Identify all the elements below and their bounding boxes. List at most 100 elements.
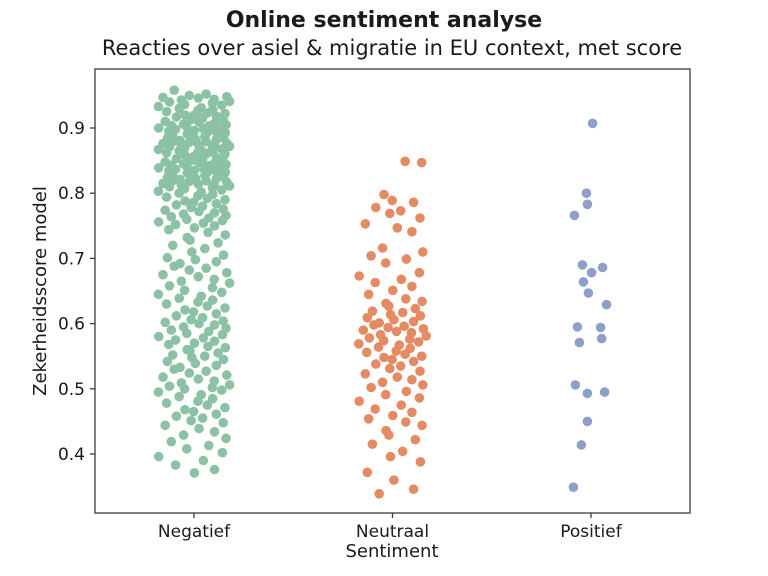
data-point (211, 309, 222, 319)
data-point (186, 114, 196, 125)
data-point (158, 372, 168, 382)
data-point (200, 243, 210, 254)
data-point (224, 181, 235, 191)
data-point (160, 420, 170, 431)
data-point (601, 299, 612, 310)
data-point (400, 349, 410, 360)
data-point (395, 361, 406, 371)
data-point (217, 447, 228, 458)
data-point (385, 363, 395, 374)
data-point (220, 402, 230, 413)
data-point (371, 202, 381, 213)
y-tick-label: 0.6 (58, 315, 85, 335)
data-point (153, 144, 164, 155)
data-point (410, 434, 421, 445)
data-point (414, 393, 425, 403)
data-point (161, 106, 172, 117)
data-point (211, 409, 222, 420)
data-point (170, 460, 181, 470)
series-neutraal (354, 156, 432, 499)
data-point (209, 427, 220, 437)
data-point (397, 307, 408, 318)
data-point (224, 141, 235, 152)
data-point (179, 285, 190, 296)
data-point (362, 312, 373, 323)
data-point (408, 316, 419, 327)
data-point (395, 206, 406, 216)
data-point (370, 404, 381, 414)
data-point (200, 351, 210, 362)
y-tick-label: 0.9 (58, 119, 85, 139)
data-point (169, 85, 179, 95)
data-point (171, 411, 182, 422)
data-point (189, 468, 200, 478)
data-point (407, 281, 417, 292)
data-point (216, 385, 227, 395)
data-point (407, 407, 417, 418)
data-point (407, 374, 417, 385)
data-point (170, 219, 181, 230)
data-point (415, 366, 425, 377)
data-point (209, 274, 219, 285)
data-point (401, 386, 412, 397)
data-point (578, 277, 589, 287)
data-point (586, 267, 597, 278)
chart-subtitle: Reacties over asiel & migratie in EU con… (102, 36, 682, 60)
data-point (182, 444, 192, 454)
data-point (220, 194, 230, 205)
data-point (180, 404, 190, 415)
data-point (164, 97, 175, 107)
data-point (184, 368, 195, 378)
data-point (367, 306, 378, 317)
y-tick-label: 0.5 (58, 380, 85, 400)
data-point (217, 215, 228, 226)
x-tick-label: Negatief (158, 522, 231, 542)
data-point (174, 188, 184, 198)
data-point (379, 352, 389, 363)
data-point (171, 112, 182, 122)
data-point (367, 439, 378, 450)
data-point (162, 356, 173, 367)
data-point (387, 354, 398, 365)
plot-area-border (94, 68, 691, 514)
data-point (396, 274, 407, 285)
data-point (201, 89, 211, 99)
data-point (383, 322, 393, 333)
data-point (153, 186, 164, 196)
data-point (401, 417, 411, 427)
data-point (201, 176, 211, 186)
data-point (218, 354, 229, 365)
data-point (211, 360, 222, 371)
data-point (361, 347, 372, 358)
data-point (182, 328, 192, 339)
y-tick-label: 0.4 (58, 445, 85, 465)
data-point (217, 329, 228, 340)
data-point (417, 296, 427, 307)
data-point (201, 366, 211, 377)
data-point (570, 380, 581, 390)
data-point (216, 185, 227, 195)
data-point (418, 324, 429, 334)
data-point (374, 489, 385, 499)
data-point (166, 211, 177, 222)
data-point (408, 484, 419, 495)
data-point (416, 157, 427, 168)
data-point (408, 197, 419, 208)
data-point (379, 189, 389, 200)
data-point (168, 350, 178, 360)
data-point (188, 307, 199, 317)
data-point (180, 305, 190, 315)
data-point (216, 100, 227, 110)
data-point (201, 136, 211, 147)
data-point (363, 414, 374, 424)
x-tick-label: Positief (560, 522, 622, 542)
data-point (178, 430, 189, 440)
data-point (160, 205, 170, 215)
data-point (211, 198, 222, 209)
data-point (582, 416, 593, 427)
data-point (194, 206, 204, 217)
data-point (164, 224, 174, 235)
data-point (569, 210, 580, 221)
data-point (400, 156, 410, 167)
